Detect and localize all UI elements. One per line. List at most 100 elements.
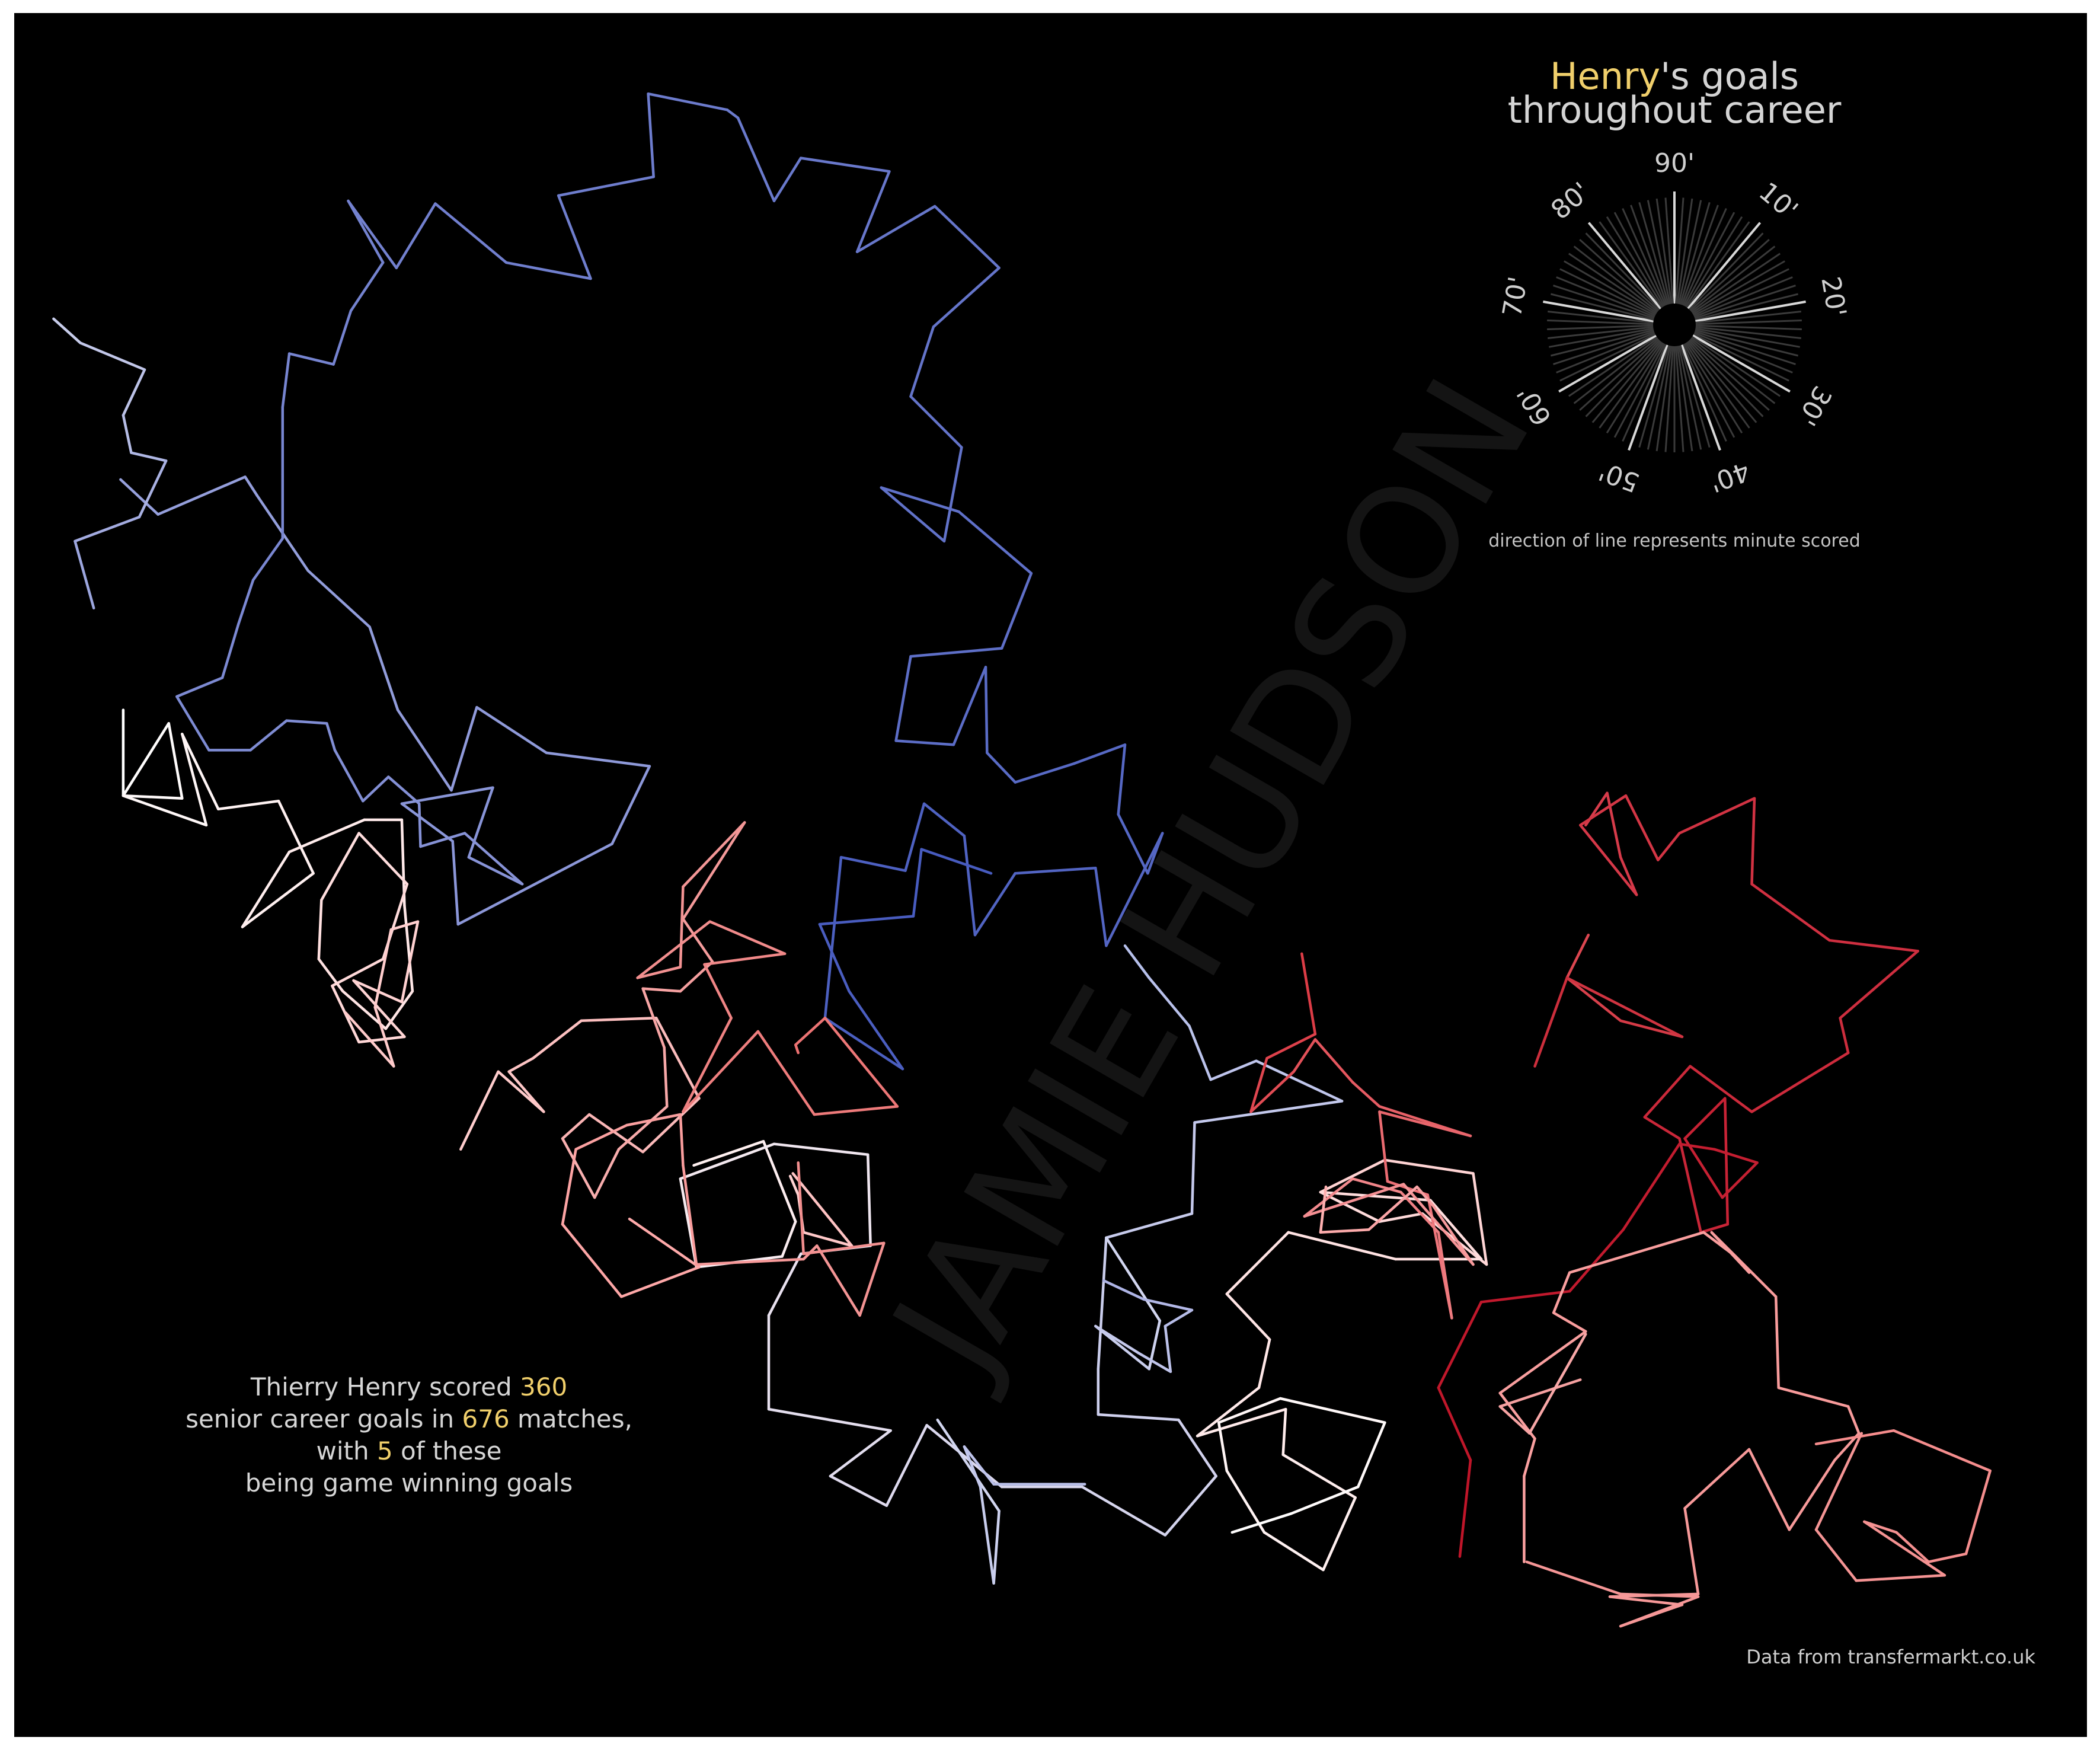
legend-major-ray	[1587, 222, 1676, 326]
goal-step-segment	[1000, 571, 1033, 650]
goal-step-segment	[1895, 1531, 1930, 1563]
legend-minute-label: 10'	[1753, 177, 1804, 226]
goal-step-segment	[816, 1244, 861, 1317]
goal-step-segment	[1724, 1097, 1730, 1226]
goal-step-segment	[1863, 1520, 1946, 1577]
goal-step-segment	[1777, 1386, 1850, 1408]
goal-step-segment	[942, 446, 963, 543]
goal-step-segment	[333, 749, 365, 803]
goal-step-segment	[122, 721, 170, 797]
legend-note: direction of line represents minute scor…	[1488, 531, 1860, 551]
goal-step-segment	[984, 666, 989, 755]
goal-step-segment	[122, 414, 133, 454]
goal-step-segment	[682, 1164, 698, 1266]
goal-step-segment	[1281, 1453, 1357, 1499]
goal-step-segment	[1568, 1231, 1705, 1274]
goal-step-segment	[220, 622, 240, 679]
goal-step-segment	[1619, 855, 1638, 896]
goal-step-segment	[1281, 1407, 1287, 1457]
goal-step-segment	[504, 261, 592, 280]
matches-count: 676	[462, 1404, 510, 1433]
goal-step-segment	[1105, 1236, 1162, 1323]
goal-step-segment	[1437, 1386, 1472, 1462]
goal-step-segment	[1196, 1407, 1287, 1438]
goal-step-segment	[1747, 1448, 1791, 1531]
goal-step-segment	[1097, 1236, 1108, 1371]
goal-step-segment	[373, 928, 393, 1009]
legend-minute-label: 70'	[1497, 274, 1534, 320]
goal-step-segment	[1774, 1295, 1780, 1390]
goal-step-segment	[417, 802, 422, 848]
legend-center-dot	[1653, 304, 1696, 346]
goal-step-segment	[1367, 1185, 1418, 1231]
goal-step-segment	[818, 922, 851, 993]
legend-major-ray	[1673, 324, 1721, 451]
goal-step-segment	[156, 475, 247, 516]
goal-step-segment	[400, 802, 454, 843]
goal-step-segment	[1437, 1231, 1453, 1320]
goal-step-segment	[281, 352, 291, 409]
goal-step-segment	[767, 1407, 892, 1432]
goal-step-segment	[885, 1423, 928, 1508]
goal-step-segment	[1415, 1185, 1434, 1207]
goal-step-segment	[679, 1113, 685, 1167]
goal-step-segment	[1712, 1148, 1759, 1164]
goal-step-segment	[1072, 743, 1127, 765]
goal-step-segment	[952, 666, 987, 746]
goal-step-segment	[654, 1017, 701, 1100]
goal-step-segment	[1257, 1338, 1271, 1390]
data-source: Data from transfermarkt.co.uk	[1746, 1646, 2035, 1668]
goal-step-segment	[1814, 1432, 1864, 1531]
goal-step-segment	[1300, 952, 1317, 1036]
goal-step-segment	[1249, 1070, 1295, 1113]
goal-step-segment	[1351, 1177, 1402, 1194]
goal-step-segment	[1683, 1448, 1751, 1510]
goal-step-segment	[1190, 1121, 1196, 1215]
goal-step-segment	[1839, 950, 1919, 1020]
goal-step-segment	[1117, 813, 1149, 875]
goal-step-segment	[1699, 1222, 1730, 1234]
goal-step-segment	[963, 1445, 982, 1489]
legend-minute-label: 80'	[1545, 177, 1596, 226]
goal-step-segment	[925, 1423, 1003, 1489]
goal-step-segment	[373, 1005, 395, 1068]
goal-step-segment	[325, 721, 337, 752]
goal-step-segment	[641, 1097, 701, 1154]
goal-walk-paths	[52, 92, 1992, 1628]
goal-step-segment	[1750, 883, 1831, 942]
goal-step-segment	[1472, 1172, 1488, 1266]
goal-step-segment	[1828, 938, 1919, 953]
goal-step-segment	[389, 920, 420, 931]
goal-step-segment	[695, 1257, 805, 1266]
stats-line-2: senior career goals in 676 matches,	[186, 1404, 632, 1433]
goal-step-segment	[1964, 1469, 1992, 1556]
goal-step-segment	[368, 625, 399, 711]
goal-step-segment	[1225, 1292, 1271, 1341]
goal-step-segment	[772, 1142, 870, 1156]
goal-step-segment	[181, 732, 220, 811]
goal-step-segment	[979, 1485, 995, 1585]
goal-step-segment	[641, 987, 682, 993]
stats-line-1: Thierry Henry scored 360	[250, 1372, 567, 1401]
goal-step-segment	[1217, 1397, 1282, 1424]
goal-step-segment	[122, 794, 208, 827]
goal-step-segment	[347, 199, 398, 270]
goal-step-segment	[1014, 866, 1097, 875]
goal-step-segment	[317, 957, 344, 993]
chart-title-line2: throughout career	[1508, 88, 1842, 132]
goal-step-segment	[395, 202, 437, 270]
goal-step-segment	[344, 1011, 395, 1068]
goal-step-segment	[1148, 976, 1191, 1028]
goal-step-segment	[802, 1241, 886, 1256]
goal-step-segment	[561, 1113, 591, 1140]
goal-step-segment	[1209, 1059, 1258, 1081]
goal-step-segment	[880, 486, 961, 513]
goal-step-segment	[1383, 1158, 1475, 1175]
goal-step-segment	[894, 654, 912, 742]
legend-major-ray	[1558, 324, 1675, 393]
goal-step-segment	[1721, 1161, 1759, 1199]
goal-step-segment	[973, 871, 1017, 937]
goal-step-segment	[1533, 976, 1568, 1068]
goal-step-segment	[175, 695, 210, 752]
goal-step-segment	[52, 317, 82, 344]
